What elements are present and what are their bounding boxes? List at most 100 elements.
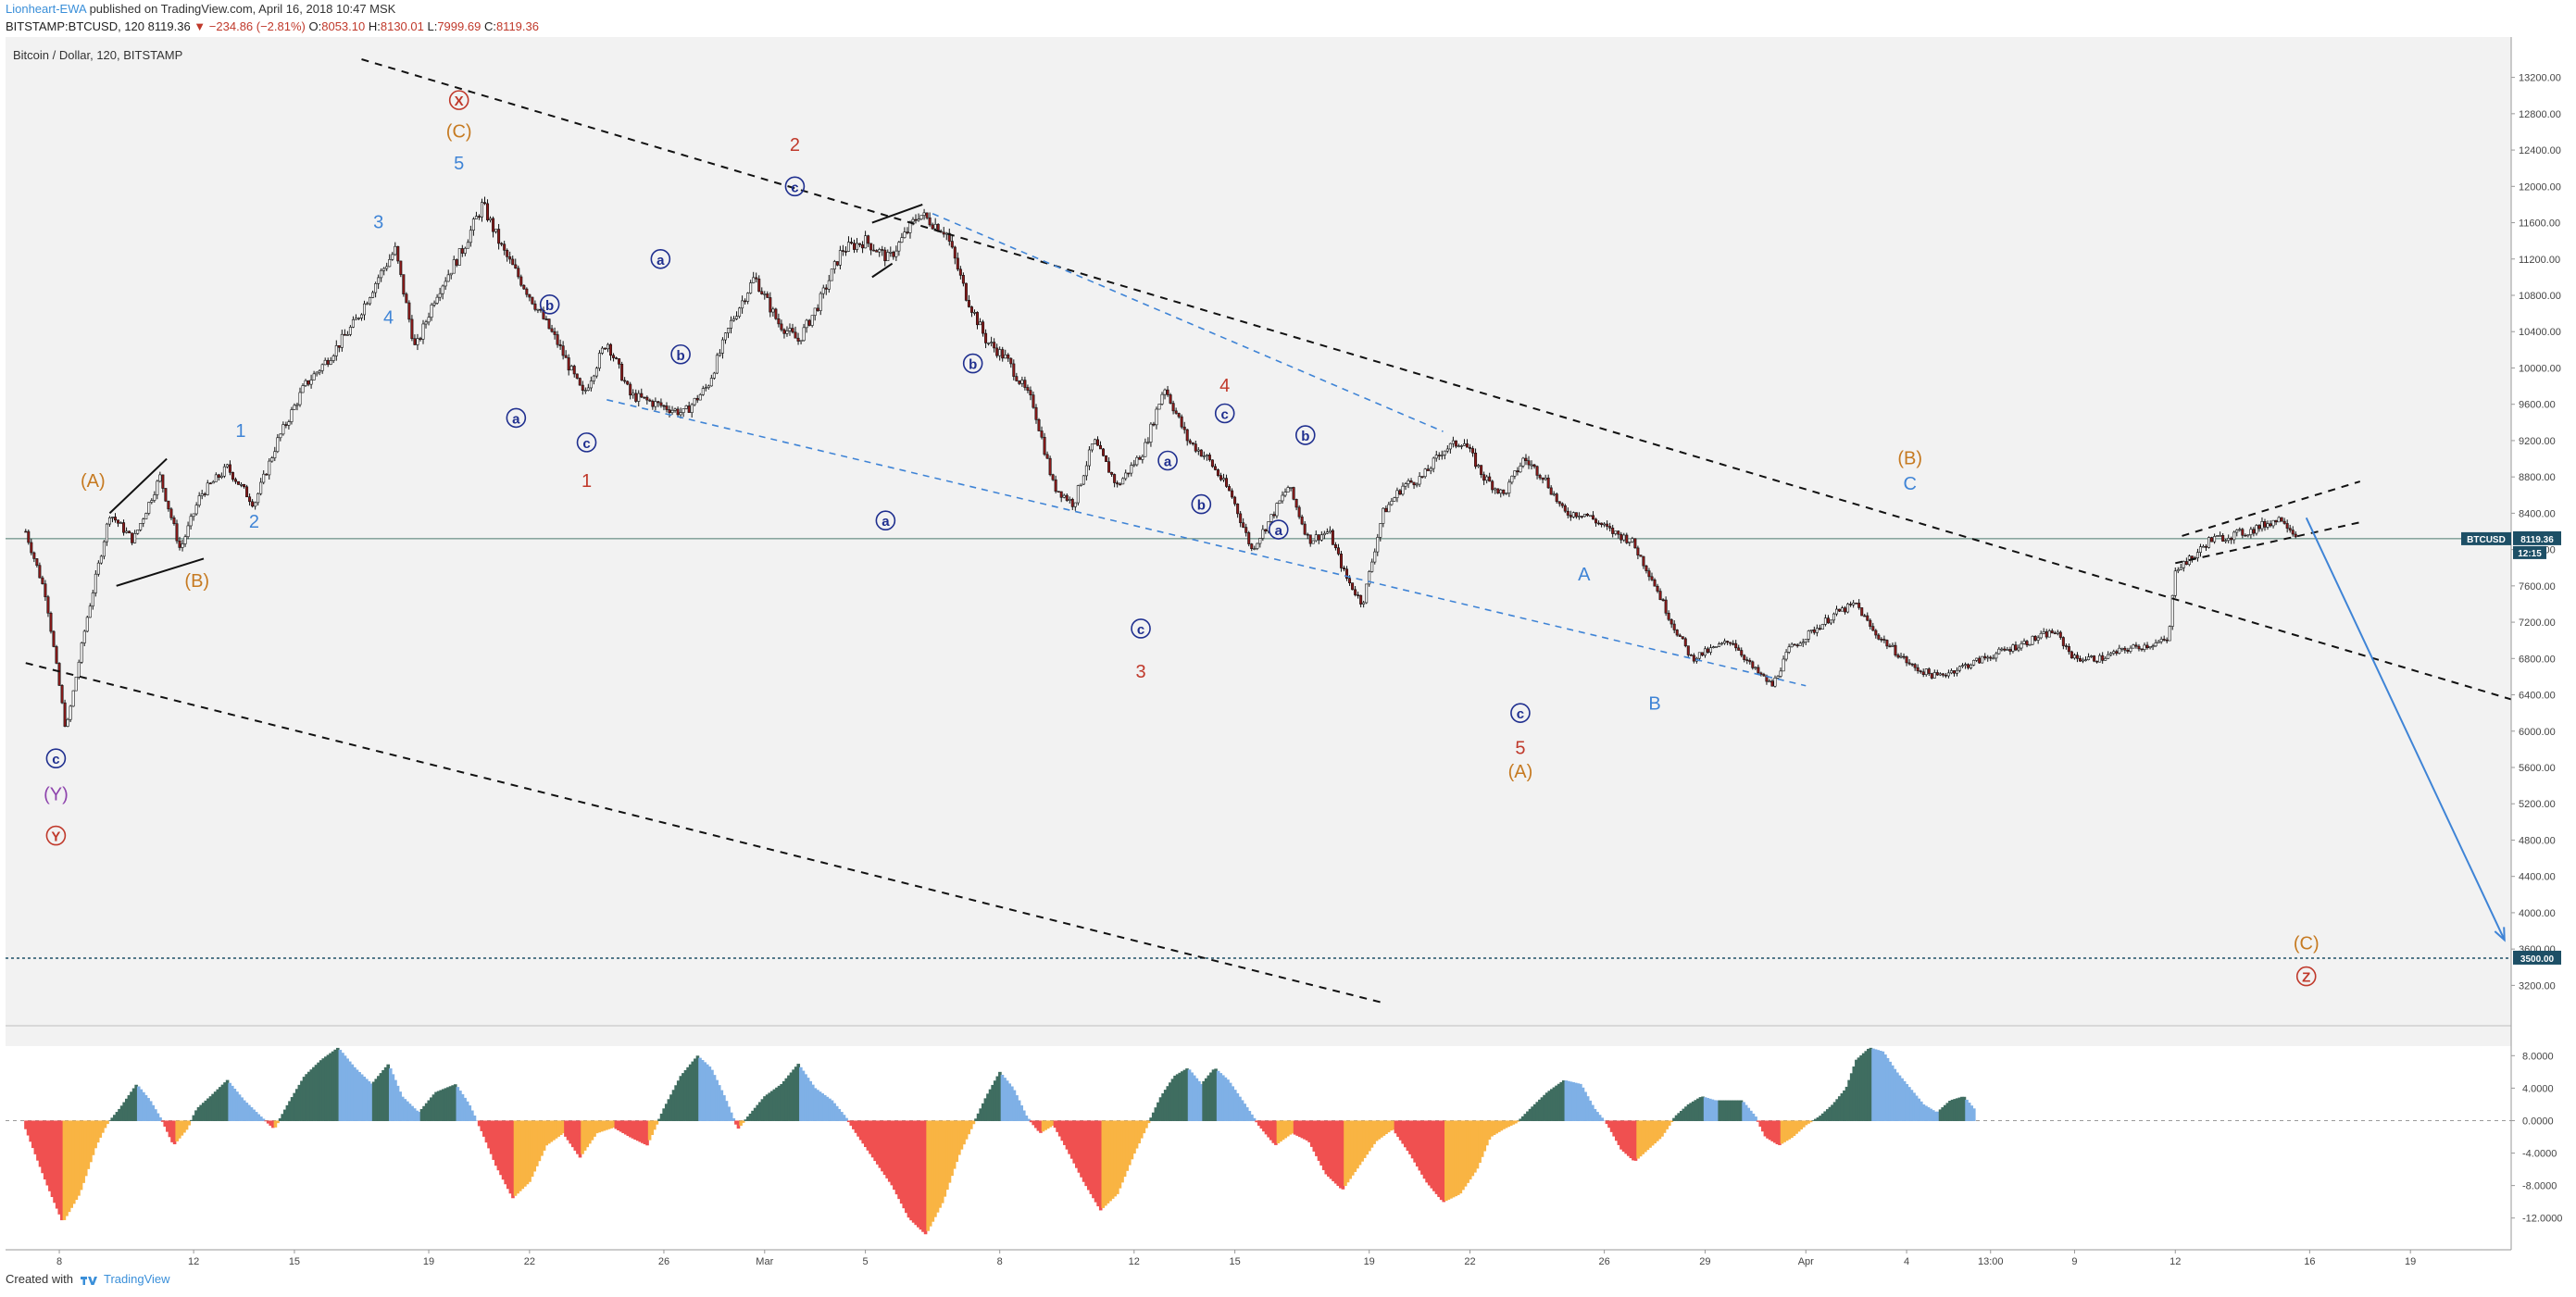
candle <box>1070 497 1074 510</box>
osc-bar <box>1835 1099 1839 1121</box>
candle-body-up <box>273 451 277 458</box>
osc-bar <box>1691 1101 1695 1121</box>
candle <box>1043 432 1046 456</box>
osc-bar <box>858 1120 863 1141</box>
candle-body-down <box>497 229 501 244</box>
candle <box>1743 654 1746 663</box>
candle <box>424 319 428 329</box>
candle-body-up <box>1311 540 1315 544</box>
tradingview-link[interactable]: TradingView <box>104 1272 170 1286</box>
candle <box>374 281 378 298</box>
wave-label-circle <box>1268 519 1289 540</box>
candle-body-up <box>1790 643 1794 648</box>
osc-bar <box>760 1099 765 1121</box>
osc-bar <box>1142 1120 1146 1134</box>
candle-body-up <box>1429 468 1432 471</box>
candle <box>1342 565 1345 572</box>
candle <box>1972 659 1976 667</box>
candle-body-up <box>1589 515 1593 518</box>
candle <box>24 529 28 533</box>
candle <box>698 393 702 401</box>
wave-label-text: (Y) <box>44 784 69 804</box>
osc-bar <box>122 1102 126 1121</box>
candle-body-down <box>1409 480 1413 483</box>
candle-body-up <box>1955 669 1958 674</box>
candle <box>1849 601 1853 607</box>
osc-bar <box>446 1087 450 1121</box>
wave-label-text: c <box>791 180 798 195</box>
osc-bar <box>695 1055 700 1121</box>
osc-bar <box>350 1064 355 1121</box>
candle <box>1228 483 1232 492</box>
candle-body-down <box>1882 639 1886 641</box>
candle <box>2165 637 2169 643</box>
candle <box>735 311 739 320</box>
candle <box>206 480 209 496</box>
osc-bar <box>938 1120 942 1208</box>
candle <box>80 642 83 665</box>
osc-bar <box>1017 1100 1021 1121</box>
osc-bar <box>1173 1075 1177 1121</box>
candle <box>2238 527 2242 532</box>
osc-bar <box>89 1120 93 1163</box>
candle <box>1658 588 1662 601</box>
candle-body-down <box>1913 664 1917 668</box>
candle-body-down <box>1619 533 1623 541</box>
chart-canvas[interactable]: c(Y)Y(A)(B)12345(C)Xabc1ab2cabc3ab4cbac5… <box>0 37 2576 1268</box>
wave-label: b <box>1294 425 1316 445</box>
osc-bar <box>899 1120 904 1204</box>
candle-body-down <box>1225 478 1229 487</box>
osc-bar <box>825 1096 830 1121</box>
candle-body-down <box>931 224 934 230</box>
candle-body-down <box>1916 667 1919 672</box>
candle-body-down <box>41 577 44 584</box>
candle <box>1216 468 1219 478</box>
candle <box>477 214 481 220</box>
candle <box>133 530 137 544</box>
osc-bar <box>566 1120 570 1141</box>
trendline-dashed <box>2182 480 2361 537</box>
candle-body-down <box>1880 639 1883 641</box>
candle <box>1253 545 1257 551</box>
candle <box>82 630 86 647</box>
candle <box>964 282 968 302</box>
candle <box>1857 599 1861 610</box>
candle <box>2205 543 2208 552</box>
osc-bar <box>1274 1120 1278 1145</box>
osc-bar <box>1607 1120 1611 1129</box>
candle-body-up <box>741 300 744 309</box>
osc-bar <box>748 1113 753 1121</box>
candle <box>293 403 296 411</box>
candle-body-up <box>471 218 475 231</box>
candle-body-up <box>2000 648 2004 651</box>
candle-body-up <box>1571 512 1575 518</box>
candle <box>1667 610 1670 621</box>
candle <box>1084 461 1088 480</box>
osc-bar <box>1725 1100 1729 1121</box>
candle <box>953 245 957 265</box>
osc-bar <box>582 1120 587 1151</box>
time-tick-label: 19 <box>2405 1256 2416 1267</box>
candle-body-up <box>864 235 868 249</box>
candle-body-down <box>326 359 330 365</box>
candle-body-up <box>2271 519 2275 527</box>
osc-bar <box>338 1050 343 1121</box>
candle-body-up <box>1519 465 1522 473</box>
osc-bar <box>588 1120 592 1144</box>
osc-bar <box>1003 1078 1007 1121</box>
osc-bar <box>882 1120 887 1176</box>
candle <box>872 243 876 252</box>
candle-body-down <box>976 312 980 326</box>
candle-body-up <box>1155 408 1158 426</box>
author-link[interactable]: Lionheart-EWA <box>6 2 86 16</box>
candle-body-down <box>248 496 252 503</box>
osc-bar <box>1084 1120 1088 1187</box>
osc-bar <box>388 1068 393 1121</box>
candle-body-down <box>1095 439 1099 446</box>
osc-bar <box>710 1069 714 1121</box>
candle-body-up <box>1093 439 1096 444</box>
candle <box>1519 462 1522 473</box>
osc-bar <box>127 1095 131 1121</box>
osc-bar <box>756 1104 760 1121</box>
osc-bar <box>1267 1120 1270 1138</box>
